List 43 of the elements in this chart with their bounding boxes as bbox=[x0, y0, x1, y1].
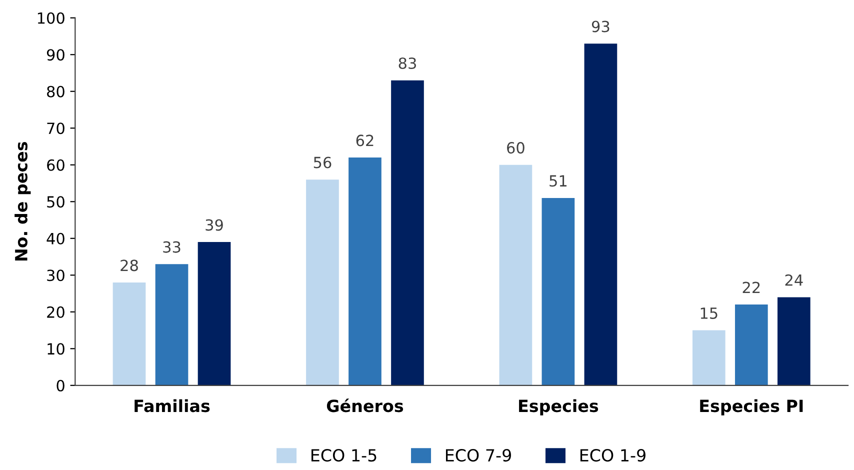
bar bbox=[584, 44, 618, 386]
bar bbox=[348, 158, 382, 386]
data-label: 33 bbox=[163, 241, 180, 253]
data-label: 56 bbox=[314, 156, 332, 168]
data-label: 39 bbox=[206, 219, 223, 231]
data-label: 15 bbox=[700, 308, 718, 319]
x-tick-label: Familias bbox=[134, 399, 210, 412]
bar bbox=[198, 242, 231, 386]
y-tick-label: 90 bbox=[46, 49, 64, 61]
data-label: 51 bbox=[550, 175, 567, 187]
data-label: 60 bbox=[507, 142, 524, 154]
data-label: 28 bbox=[120, 260, 138, 272]
y-tick-label: 60 bbox=[47, 159, 64, 171]
x-tick-label: Especies bbox=[519, 399, 598, 416]
y-tick-label: 30 bbox=[47, 270, 64, 282]
legend-label: ECO 1-9 bbox=[580, 448, 646, 462]
bar bbox=[155, 264, 188, 386]
y-tick-label: 0 bbox=[56, 380, 64, 392]
x-tick-label: Especies PI bbox=[700, 399, 803, 416]
data-label: 22 bbox=[742, 282, 760, 294]
bar bbox=[112, 282, 146, 386]
legend-label: ECO 1-5 bbox=[312, 448, 376, 462]
y-tick-label: 40 bbox=[46, 232, 64, 244]
legend-label: ECO 7-9 bbox=[446, 448, 511, 462]
y-tick-label: 70 bbox=[47, 122, 64, 134]
y-tick-label: 100 bbox=[38, 12, 64, 24]
y-tick-label: 80 bbox=[47, 86, 64, 98]
bar bbox=[306, 180, 339, 386]
bar bbox=[734, 304, 768, 386]
y-tick-label: 20 bbox=[47, 306, 64, 318]
bar bbox=[499, 164, 532, 386]
data-label: 24 bbox=[785, 274, 803, 286]
bar bbox=[692, 330, 726, 386]
bar bbox=[391, 80, 424, 386]
y-tick-label: 50 bbox=[47, 196, 64, 208]
y-axis-title: No. de peces bbox=[14, 142, 31, 261]
data-label: 93 bbox=[592, 20, 610, 32]
bar bbox=[542, 198, 575, 386]
x-tick-label: Géneros bbox=[326, 398, 404, 412]
bar bbox=[778, 297, 810, 386]
data-label: 62 bbox=[356, 134, 374, 146]
data-label: 83 bbox=[398, 57, 416, 70]
y-tick-label: 10 bbox=[48, 343, 64, 355]
